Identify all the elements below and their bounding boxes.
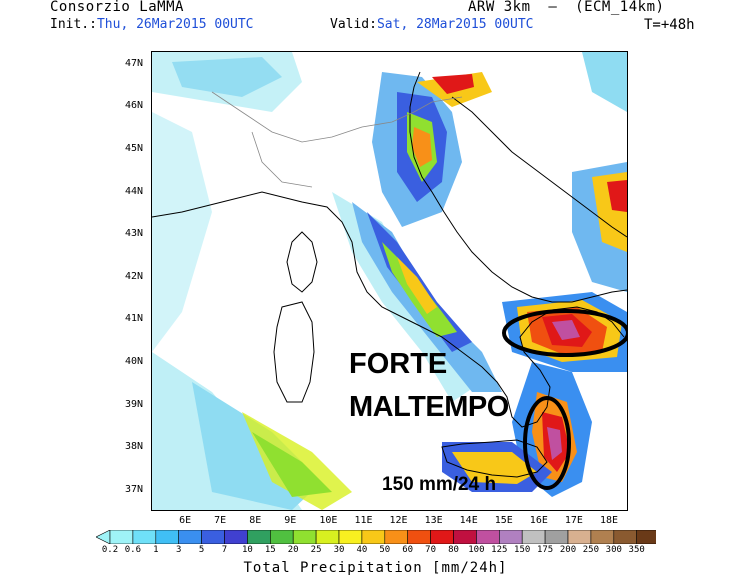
headline-forte: FORTE xyxy=(349,348,448,380)
colorbar-level-label: 70 xyxy=(425,545,437,555)
colorbar-min-arrow xyxy=(96,530,111,544)
lon-tick-label: 17E xyxy=(564,515,583,526)
colorbar-swatch xyxy=(109,530,134,544)
lon-tick-label: 14E xyxy=(459,515,478,526)
colorbar-swatch xyxy=(338,530,363,544)
valid-label: Valid: xyxy=(330,17,377,32)
colorbar-level-label: 80 xyxy=(448,545,459,555)
lat-tick-label: 38N xyxy=(125,441,144,453)
lon-tick-label: 13E xyxy=(424,515,443,526)
lat-tick-label: 39N xyxy=(125,398,144,410)
coastlines xyxy=(152,71,627,478)
colorbar-level-label: 7 xyxy=(221,545,228,555)
colorbar-swatch xyxy=(132,530,157,544)
colorbar-level-label: 100 xyxy=(468,545,485,555)
colorbar-swatch xyxy=(430,530,454,544)
calabria-zone-ellipse xyxy=(523,396,571,490)
precip-amount-label: 150 mm/24 h xyxy=(382,474,497,495)
lon-tick-label: 16E xyxy=(529,515,548,526)
colorbar-level-label: 300 xyxy=(605,545,622,555)
init-label: Init.: xyxy=(50,17,97,32)
lon-tick-label: 18E xyxy=(599,515,619,526)
colorbar-swatch xyxy=(361,530,386,544)
lat-tick-label: 47N xyxy=(125,57,144,69)
national-borders xyxy=(211,91,463,188)
colorbar-level-label: 175 xyxy=(536,545,554,555)
lon-tick-label: 10E xyxy=(319,515,338,526)
colorbar xyxy=(96,530,656,544)
colorbar-title: Total Precipitation [mm/24h] xyxy=(243,560,508,576)
colorbar-swatch xyxy=(498,530,523,544)
colorbar-level-label: 1 xyxy=(153,545,159,555)
colorbar-level-label: 25 xyxy=(310,545,322,555)
colorbar-swatch xyxy=(155,530,179,544)
colorbar-level-label: 30 xyxy=(333,545,345,555)
lat-tick-label: 42N xyxy=(125,270,144,282)
headline-maltempo: MALTEMPO xyxy=(349,391,509,423)
campania-zone-ellipse xyxy=(502,309,627,357)
colorbar-level-label: 250 xyxy=(582,545,600,555)
colorbar-level-label: 10 xyxy=(241,545,253,555)
model-title: ARW 3km – (ECM_14km) xyxy=(468,0,665,15)
colorbar-level-label: 0.6 xyxy=(124,545,142,555)
colorbar-swatch xyxy=(544,530,569,544)
colorbar-swatch xyxy=(224,530,248,544)
colorbar-swatch xyxy=(567,530,592,544)
lat-tick-label: 40N xyxy=(125,355,144,367)
colorbar-swatch xyxy=(590,530,615,544)
colorbar-swatch xyxy=(292,530,317,544)
colorbar-swatch xyxy=(476,530,500,544)
init-value: Thu, 26Mar2015 00UTC xyxy=(96,17,254,32)
colorbar-level-label: 0.2 xyxy=(101,545,119,555)
colorbar-swatch xyxy=(178,530,202,544)
colorbar-level-label: 150 xyxy=(514,545,531,555)
lon-tick-label: 12E xyxy=(389,515,408,526)
lat-tick-label: 43N xyxy=(125,228,144,240)
colorbar-swatch xyxy=(315,530,340,544)
colorbar-level-label: 125 xyxy=(491,545,508,555)
colorbar-level-label: 40 xyxy=(356,545,368,555)
colorbar-level-label: 3 xyxy=(175,545,182,555)
colorbar-level-label: 15 xyxy=(264,545,276,555)
lon-tick-label: 7E xyxy=(214,515,227,526)
lon-tick-label: 11E xyxy=(354,515,373,526)
valid-time: Valid:Sat, 28Mar2015 00UTC xyxy=(330,18,534,32)
colorbar-swatch xyxy=(384,530,408,544)
colorbar-swatch xyxy=(453,530,477,544)
highlight-zones xyxy=(502,309,627,490)
colorbar-level-label: 200 xyxy=(559,545,577,555)
map-canvas xyxy=(152,52,627,510)
colorbar-level-label: 50 xyxy=(379,545,391,555)
lon-tick-label: 15E xyxy=(494,515,513,526)
colorbar-swatch xyxy=(521,530,546,544)
lon-tick-label: 8E xyxy=(249,515,262,526)
colorbar-swatch xyxy=(407,530,431,544)
init-time: Init.:Thu, 26Mar2015 00UTC xyxy=(50,18,254,32)
lat-tick-label: 37N xyxy=(125,483,144,495)
colorbar-swatch xyxy=(613,530,637,544)
lat-tick-label: 45N xyxy=(125,142,144,154)
lon-tick-label: 9E xyxy=(284,515,297,526)
lon-tick-label: 6E xyxy=(179,515,192,526)
valid-value: Sat, 28Mar2015 00UTC xyxy=(376,17,534,32)
colorbar-level-label: 5 xyxy=(198,545,205,555)
colorbar-level-label: 20 xyxy=(287,545,299,555)
lat-tick-label: 44N xyxy=(125,185,144,197)
precipitation-map xyxy=(151,51,628,511)
colorbar-swatch xyxy=(247,530,271,544)
forecast-step: T=+48h xyxy=(644,17,695,33)
colorbar-swatch xyxy=(636,530,656,544)
lat-tick-label: 46N xyxy=(125,100,144,112)
colorbar-swatch xyxy=(270,530,294,544)
colorbar-swatch xyxy=(201,530,225,544)
agency-title: Consorzio LaMMA xyxy=(50,0,184,15)
colorbar-level-label: 60 xyxy=(402,545,414,555)
colorbar-level-label: 350 xyxy=(628,545,645,555)
lat-tick-label: 41N xyxy=(125,313,144,325)
